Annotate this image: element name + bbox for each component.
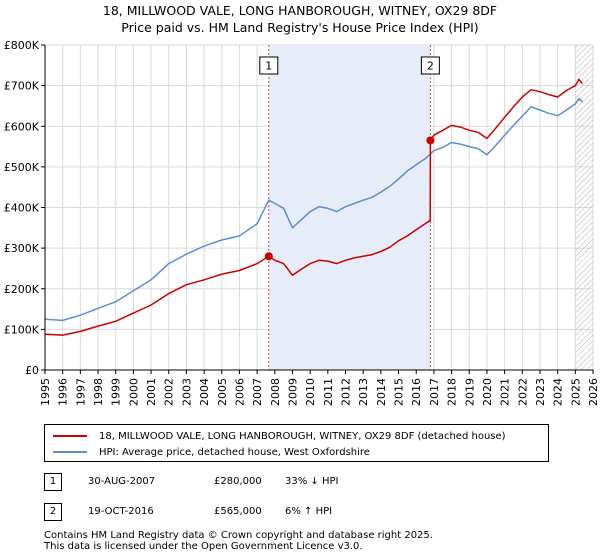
x-tick-label-31: 2026 [587, 378, 600, 406]
y-tick-label-6: £600K [4, 120, 40, 133]
x-tick-label-27: 2022 [516, 378, 529, 406]
x-tick-label-20: 2015 [393, 378, 406, 406]
sale-box-label-2: 2 [427, 60, 434, 73]
x-tick-label-23: 2018 [446, 378, 459, 406]
price-chart: 1 2 £0 £100K £200K £300K £400K £500K £600K £700K… [4, 39, 600, 406]
x-tick-label-24: 2019 [463, 378, 476, 406]
x-tick-label-21: 2016 [410, 378, 423, 406]
footer-attribution: Contains HM Land Registry data © Crown c… [44, 530, 433, 552]
sale-date-1: 30-AUG-2007 [88, 476, 156, 487]
ownership-shade-1 [268, 45, 431, 370]
sale-hpi-1: 33% ↓ HPI [285, 476, 339, 487]
x-tick-label-26: 2021 [499, 378, 512, 406]
y-tick-label-5: £500K [4, 161, 40, 174]
x-tick-label-4: 1999 [110, 378, 123, 406]
x-tick-label-0: 1995 [39, 378, 52, 406]
sale-badge-2: 2 [44, 503, 62, 521]
legend-item-property: 18, MILLWOOD VALE, LONG HANBOROUGH, WITN… [53, 428, 506, 444]
x-tick-label-3: 1998 [92, 378, 105, 406]
x-tick-label-29: 2024 [552, 378, 565, 406]
sale-price-2: £565,000 [214, 506, 262, 517]
legend-item-hpi: HPI: Average price, detached house, West… [53, 444, 370, 460]
x-tick-label-17: 2012 [340, 378, 353, 406]
legend-label-property: 18, MILLWOOD VALE, LONG HANBOROUGH, WITN… [99, 430, 506, 442]
legend-label-hpi: HPI: Average price, detached house, West… [99, 446, 370, 458]
y-tick-label-1: £100K [4, 323, 40, 336]
chart-title: 18, MILLWOOD VALE, LONG HANBOROUGH, WITN… [0, 2, 600, 36]
x-tick-label-19: 2014 [375, 378, 388, 406]
sale-badge-1: 1 [44, 473, 62, 491]
x-tick-label-8: 2003 [180, 378, 193, 406]
x-tick-label-10: 2005 [216, 378, 229, 406]
sale-row-1: 1 30-AUG-2007 £280,000 33% ↓ HPI [0, 473, 600, 493]
x-tick-label-16: 2011 [322, 378, 335, 406]
sale-date-2: 19-OCT-2016 [88, 506, 154, 517]
x-tick-label-14: 2009 [286, 378, 299, 406]
hpi-line [44, 97, 583, 322]
x-tick-label-15: 2010 [304, 378, 317, 406]
sale-box-1 [259, 56, 279, 75]
x-tick-label-5: 2000 [127, 378, 140, 406]
chart-legend: 18, MILLWOOD VALE, LONG HANBOROUGH, WITN… [44, 424, 549, 462]
x-tick-label-13: 2008 [269, 378, 282, 406]
footer-line-1: Contains HM Land Registry data © Crown c… [44, 530, 433, 541]
x-tick-label-22: 2017 [428, 378, 441, 406]
sale-box-2 [420, 56, 440, 75]
x-tick-label-18: 2013 [357, 378, 370, 406]
x-tick-label-28: 2023 [534, 378, 547, 406]
x-tick-label-1: 1996 [57, 378, 70, 406]
x-tick-label-11: 2006 [233, 378, 246, 406]
y-tick-label-0: £0 [25, 364, 39, 377]
y-tick-label-4: £400K [4, 202, 40, 215]
x-tick-label-7: 2002 [163, 378, 176, 406]
x-tick-label-25: 2020 [481, 378, 494, 406]
x-tick-label-30: 2025 [569, 378, 582, 406]
price-paid-line [44, 78, 583, 336]
x-tick-label-12: 2007 [251, 378, 264, 406]
forecast-hatch [575, 45, 593, 370]
legend-swatch-red [53, 435, 87, 437]
sale-point-2 [426, 136, 435, 145]
y-tick-label-3: £300K [4, 242, 40, 255]
y-tick-label-7: £700K [4, 80, 40, 93]
sale-point-1 [264, 252, 273, 261]
sale-price-1: £280,000 [214, 476, 262, 487]
x-tick-label-9: 2004 [198, 378, 211, 406]
footer-line-2: This data is licensed under the Open Gov… [44, 541, 363, 552]
sale-hpi-2: 6% ↑ HPI [285, 506, 333, 517]
y-tick-label-8: £800K [4, 39, 40, 52]
legend-swatch-blue [53, 451, 87, 453]
title-line-2: Price paid vs. HM Land Registry's House … [121, 20, 479, 35]
sale-row-2: 2 19-OCT-2016 £565,000 6% ↑ HPI [0, 503, 600, 523]
title-line-1: 18, MILLWOOD VALE, LONG HANBOROUGH, WITN… [102, 3, 498, 18]
y-tick-label-2: £200K [4, 283, 40, 296]
sale-box-label-1: 1 [265, 60, 272, 73]
x-tick-label-2: 1997 [74, 378, 87, 406]
x-tick-label-6: 2001 [145, 378, 158, 406]
